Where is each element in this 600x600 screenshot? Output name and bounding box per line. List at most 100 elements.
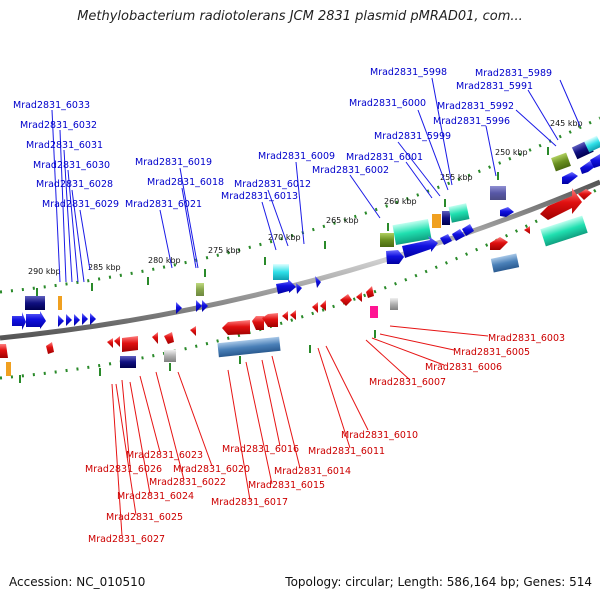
scale-label: 260 kbp: [384, 197, 417, 206]
gene-label[interactable]: Mrad2831_6031: [26, 140, 103, 151]
gene-label[interactable]: Mrad2831_5999: [374, 131, 451, 142]
gene-label[interactable]: Mrad2831_6011: [308, 446, 385, 457]
gene-label[interactable]: Mrad2831_6027: [88, 534, 165, 545]
feature-block: [540, 215, 588, 247]
feature-block: [551, 152, 571, 172]
gene-arrow: [356, 292, 362, 302]
gene-arrow: [190, 326, 196, 336]
gene-arrow: [26, 311, 46, 329]
gene-label[interactable]: Mrad2831_6016: [222, 444, 299, 455]
gene-arrow: [402, 236, 438, 258]
gene-arrow: [540, 188, 582, 220]
gene-arrow: [320, 300, 326, 311]
scale-label: 280 kbp: [148, 256, 181, 265]
accession-text: Accession: NC_010510: [9, 575, 146, 589]
gene-label[interactable]: Mrad2831_6013: [221, 191, 298, 202]
gene-arrow: [252, 316, 264, 330]
feature-block: [120, 356, 136, 368]
gene-label[interactable]: Mrad2831_6023: [126, 450, 203, 461]
gene-arrow: [90, 313, 96, 325]
gene-label[interactable]: Mrad2831_6000: [349, 98, 426, 109]
lower-gene-labels: Mrad2831_6003 Mrad2831_6005 Mrad2831_600…: [85, 333, 565, 545]
gene-arrow: [578, 189, 592, 200]
gene-arrow: [500, 207, 514, 217]
feature-block: [370, 306, 378, 318]
gene-arrow: [0, 344, 8, 358]
feature-block: [432, 214, 441, 228]
gene-arrow: [580, 161, 596, 174]
scale-label: 270 kbp: [268, 233, 301, 242]
feature-block: [58, 296, 62, 310]
gene-label[interactable]: Mrad2831_6001: [346, 152, 423, 163]
gene-label[interactable]: Mrad2831_6018: [147, 177, 224, 188]
gene-label[interactable]: Mrad2831_6014: [274, 466, 351, 477]
gene-label[interactable]: Mrad2831_6033: [13, 100, 90, 111]
gene-label[interactable]: Mrad2831_6022: [149, 477, 226, 488]
gene-label[interactable]: Mrad2831_6010: [341, 430, 418, 441]
gene-arrow: [590, 154, 600, 168]
feature-block: [6, 362, 11, 376]
scale-label: 245 kbp: [550, 119, 583, 128]
feature-block: [490, 253, 520, 273]
gene-label[interactable]: Mrad2831_6009: [258, 151, 335, 162]
gene-label[interactable]: Mrad2831_5996: [433, 116, 510, 127]
topology-summary: Topology: circular; Length: 586,164 bp; …: [285, 575, 592, 589]
gene-label[interactable]: Mrad2831_6006: [425, 362, 502, 373]
gene-arrow: [290, 310, 296, 320]
gene-label[interactable]: Mrad2831_6005: [453, 347, 530, 358]
scale-label: 255 kbp: [440, 173, 473, 182]
gene-label[interactable]: Mrad2831_6029: [42, 199, 119, 210]
gene-label[interactable]: Mrad2831_5992: [437, 101, 514, 112]
gene-label[interactable]: Mrad2831_6003: [488, 333, 565, 344]
gene-label[interactable]: Mrad2831_6019: [135, 157, 212, 168]
lower-connectors: [111, 325, 489, 537]
feature-block: [442, 211, 450, 225]
gene-arrow: [58, 315, 64, 327]
gene-label[interactable]: Mrad2831_6028: [36, 179, 113, 190]
gene-arrow: [386, 250, 404, 264]
gene-arrow: [524, 226, 530, 234]
gene-label[interactable]: Mrad2831_6030: [33, 160, 110, 171]
gene-arrow: [366, 286, 374, 298]
gene-arrow: [152, 332, 158, 344]
gene-label[interactable]: Mrad2831_6020: [173, 464, 250, 475]
gene-label[interactable]: Mrad2831_6012: [234, 179, 311, 190]
gene-label[interactable]: Mrad2831_6021: [125, 199, 202, 210]
gene-label[interactable]: Mrad2831_6025: [106, 512, 183, 523]
gene-label[interactable]: Mrad2831_6015: [248, 480, 325, 491]
gene-label[interactable]: Mrad2831_6002: [312, 165, 389, 176]
scale-label: 290 kbp: [28, 267, 61, 276]
feature-block: [448, 203, 470, 223]
feature-block: [392, 219, 432, 245]
gene-label[interactable]: Mrad2831_6026: [85, 464, 162, 475]
gene-label[interactable]: Mrad2831_5998: [370, 67, 447, 78]
upper-connectors: [51, 77, 581, 283]
gene-arrow: [490, 237, 508, 250]
scale-label: 285 kbp: [88, 263, 121, 272]
gene-label[interactable]: Mrad2831_6017: [211, 497, 288, 508]
gene-label[interactable]: Mrad2831_5989: [475, 68, 552, 79]
reverse-genes: [0, 188, 592, 358]
feature-block: [273, 264, 289, 280]
feature-block: [490, 186, 506, 200]
gene-arrow: [276, 279, 296, 294]
scale-label: 275 kbp: [208, 246, 241, 255]
gene-arrow: [82, 313, 88, 325]
feature-block: [217, 336, 281, 358]
gene-arrow: [296, 283, 302, 294]
gene-label[interactable]: Mrad2831_5991: [456, 81, 533, 92]
gene-arrow: [12, 312, 26, 330]
gene-arrow: [176, 302, 182, 314]
scale-label: 250 kbp: [495, 148, 528, 157]
gene-arrow: [315, 276, 321, 288]
major-ticks: [19, 147, 549, 383]
gene-arrow: [312, 302, 318, 313]
gene-label[interactable]: Mrad2831_6032: [20, 120, 97, 131]
gene-arrow: [462, 224, 474, 236]
feature-block: [380, 233, 394, 247]
gene-label[interactable]: Mrad2831_6007: [369, 377, 446, 388]
feature-block: [164, 350, 176, 362]
gene-label[interactable]: Mrad2831_6024: [117, 491, 194, 502]
scale-labels: 290 kbp 285 kbp 280 kbp 275 kbp 270 kbp …: [28, 119, 583, 276]
